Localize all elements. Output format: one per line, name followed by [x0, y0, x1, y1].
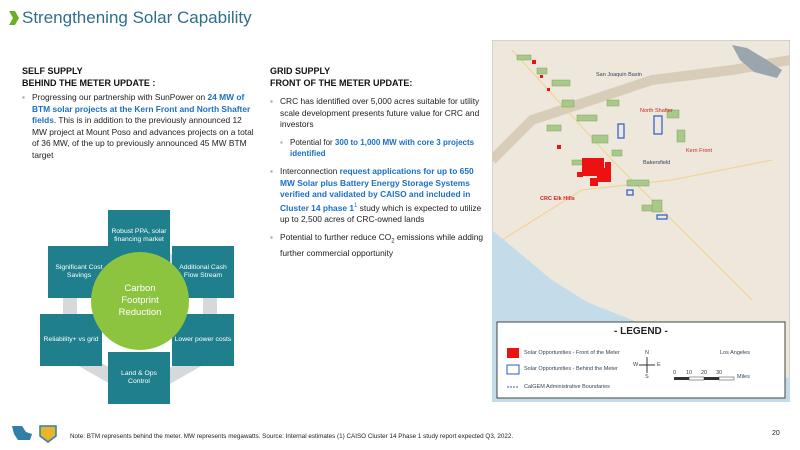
text: Interconnection	[280, 165, 340, 176]
bullet-list: CRC has identified over 5,000 acres suit…	[270, 96, 485, 266]
text: study which is expected to utilize up to…	[280, 202, 482, 225]
compass-label: W	[633, 362, 639, 368]
text: CRC has identified over 5,000 acres suit…	[280, 96, 480, 130]
legend-item: CalGEM Administrative Boundaries	[524, 384, 610, 390]
title: Strengthening Solar Capability	[22, 8, 252, 27]
sub-text: 2	[391, 238, 395, 245]
heading: SELF SUPPLY	[22, 66, 83, 76]
bullet: Progressing our partnership with SunPowe…	[22, 92, 254, 162]
highlight-text: 300 to 1,000 MW with core 3 projects ide…	[290, 137, 475, 159]
compass-label: N	[645, 350, 649, 356]
highlight-text: request applications for up to 650 MW So…	[280, 165, 474, 213]
footer-logos	[12, 425, 57, 443]
legend-item: Solar Opportunities - Behind the Meter	[524, 366, 618, 372]
scale-label: 10	[686, 370, 693, 376]
compass-label: E	[657, 362, 661, 368]
map-label: CRC Elk Hills	[540, 196, 575, 202]
footnote: Note: BTM represents behind the meter. M…	[70, 433, 514, 440]
heading: GRID SUPPLY	[270, 66, 331, 76]
subheading: BEHIND THE METER UPDATE :	[22, 78, 156, 88]
scale-label: 20	[701, 370, 708, 376]
map-label: Kern Front	[686, 148, 712, 154]
bullet: CRC has identified over 5,000 acres suit…	[270, 96, 485, 131]
text: emissions while adding further commercia…	[280, 231, 484, 258]
map	[492, 40, 790, 402]
scale-label: 0	[673, 370, 677, 376]
highlight-text: 24 MW of BTM solar projects at the Kern …	[32, 92, 251, 126]
diagram-item: Land & Ops Control	[108, 352, 170, 404]
bullet: Interconnection request applications for…	[270, 166, 485, 226]
text: . This is in addition to the previously …	[32, 115, 254, 160]
map-label: Los Angeles	[720, 350, 750, 356]
legend-item: Solar Opportunities - Front of the Meter	[524, 350, 620, 356]
text: Progressing our partnership with SunPowe…	[32, 92, 208, 102]
diagram-item: Reliability+ vs grid	[40, 314, 102, 366]
scale-label: Miles	[737, 374, 750, 380]
sup-text: 1	[354, 202, 358, 209]
map-label: Bakersfield	[643, 160, 671, 166]
bullet: Potential for 300 to 1,000 MW with core …	[280, 137, 485, 160]
title-chevron	[9, 11, 19, 25]
compass-label: S	[645, 374, 649, 380]
text: Potential to further reduce CO	[280, 231, 392, 242]
text: Potential for	[290, 137, 335, 147]
map-label: North Shafter	[640, 108, 673, 114]
bullet: Potential to further reduce CO2 emission…	[270, 232, 485, 260]
map-label: San Joaquin Basin	[596, 72, 642, 78]
page-number: 20	[772, 430, 780, 437]
diagram-center: Carbon Footprint Reduction	[91, 252, 189, 350]
bullet-list: Progressing our partnership with SunPowe…	[22, 92, 254, 168]
scale-label: 30	[716, 370, 723, 376]
subheading: FRONT OF THE METER UPDATE:	[270, 78, 413, 88]
legend-title: - LEGEND -	[614, 326, 668, 337]
